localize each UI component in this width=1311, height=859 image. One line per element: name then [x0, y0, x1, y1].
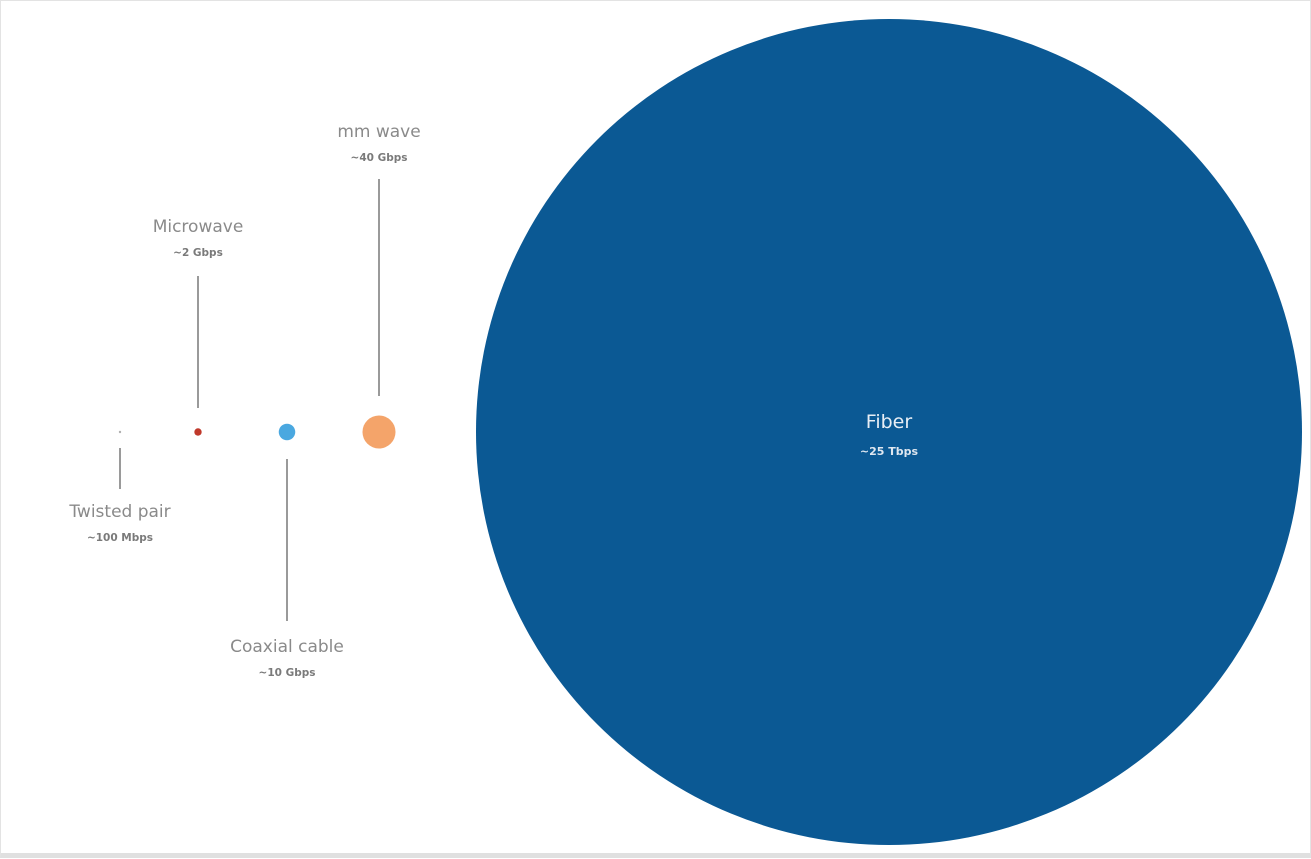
bubble-microwave [194, 428, 202, 436]
value-label-fiber: ~25 Tbps [860, 445, 919, 458]
bubble-mm-wave [362, 415, 396, 449]
bubble-coaxial-cable [278, 423, 296, 441]
label-fiber: Fiber [866, 411, 913, 433]
bubble-twisted-pair [118, 430, 122, 434]
label-microwave: Microwave [153, 217, 244, 237]
value-label-coaxial-cable: ~10 Gbps [259, 667, 316, 679]
label-mm-wave: mm wave [337, 122, 420, 142]
value-label-mm-wave: ~40 Gbps [351, 152, 408, 164]
bubble-fiber [476, 19, 1302, 845]
label-coaxial-cable: Coaxial cable [230, 637, 344, 657]
value-label-twisted-pair: ~100 Mbps [87, 532, 153, 544]
value-label-microwave: ~2 Gbps [173, 247, 223, 259]
label-twisted-pair: Twisted pair [68, 502, 170, 522]
